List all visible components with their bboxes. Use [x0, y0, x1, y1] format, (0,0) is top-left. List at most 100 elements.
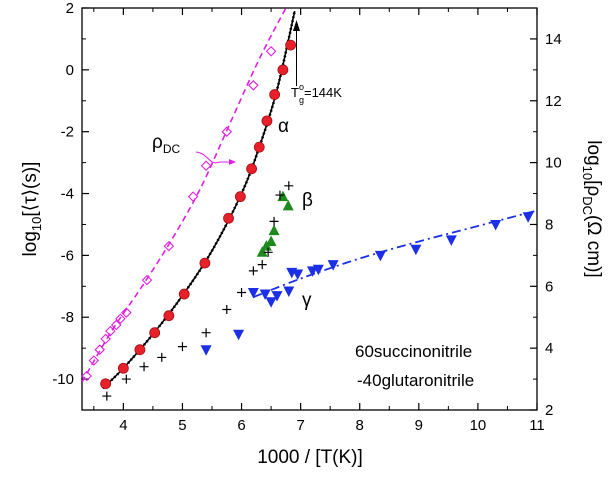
fit-curve-solid [102, 10, 296, 389]
rho-dc-pointer-head [229, 159, 236, 165]
tg-label: To g=144K [291, 82, 342, 105]
rho-dc-label: ρDC [152, 132, 180, 156]
alpha-point [163, 310, 175, 322]
rho-dc-point [94, 344, 106, 355]
plus-point [121, 374, 131, 384]
alpha-point [285, 39, 296, 51]
gamma-point [200, 345, 212, 356]
alpha-point [253, 141, 265, 153]
x-tick-label: 10 [470, 417, 487, 434]
plot-frame [81, 7, 538, 411]
rho-dc-point [221, 126, 233, 137]
tg-arrow-head [293, 20, 300, 31]
gamma-point [374, 250, 386, 262]
x-tick-label: 9 [415, 417, 423, 434]
plus-point [222, 305, 232, 314]
gamma-point [283, 286, 295, 297]
y-right-tick-label: 14 [545, 31, 562, 48]
axis-ticks [82, 7, 538, 411]
rho-dc-pointer-arrow [195, 151, 231, 164]
rho-dc-point [110, 319, 122, 331]
y-right-tick-label: 8 [545, 216, 553, 233]
rho-dc-point [115, 313, 126, 325]
rho-dc-point [105, 325, 116, 337]
beta-point [268, 224, 280, 236]
plus-point [284, 181, 294, 191]
y-left-tick-label: -10 [52, 371, 74, 388]
beta-point [265, 235, 277, 246]
plus-point [269, 216, 279, 226]
rho-dc-point [81, 370, 93, 382]
rho-dc-point [121, 307, 132, 318]
x-tick-label: 6 [237, 417, 245, 434]
beta-point [256, 246, 268, 257]
y-right-tick-label: 4 [545, 340, 553, 357]
alpha-point [269, 89, 281, 100]
fit-curve-dashdot [253, 209, 537, 298]
alpha-point [117, 362, 129, 374]
tick-labels: 4 5 6 7 8 9 10 11 -10 -8 -6 -4 -2 0 2 2 4 6 8 10 12 14 [52, 0, 561, 434]
annotations: To g=144K α β γ ρDC 60succinonitrile -40g… [152, 20, 474, 390]
y-left-tick-label: -8 [61, 309, 74, 326]
alpha-point [223, 212, 234, 224]
gamma-point [410, 244, 422, 256]
alpha-point [149, 327, 161, 339]
plus-point [263, 247, 273, 257]
plus-point [201, 328, 211, 338]
alpha-point [234, 191, 246, 203]
beta-label: β [302, 190, 313, 211]
sample-label-line1: 60succinonitrile [355, 342, 472, 361]
gamma-point [327, 260, 339, 271]
rho-dc-point [163, 240, 175, 252]
y-right-tick-label: 6 [545, 278, 553, 295]
rho-dc-point [88, 355, 100, 366]
fit-curve-dashed [82, 8, 287, 383]
y-left-tick-label: -4 [61, 186, 74, 203]
plus-point [102, 391, 112, 401]
alpha-point [100, 378, 112, 390]
fit-curves [82, 8, 537, 390]
gamma-point [247, 287, 259, 299]
gamma-point [233, 329, 245, 341]
plus-point [139, 362, 149, 372]
gamma-point [292, 269, 304, 280]
gamma-point [312, 264, 324, 276]
rho-dc-point [200, 160, 212, 171]
alpha-point [199, 257, 211, 269]
alpha-point [261, 115, 273, 127]
rho-dc-point [141, 274, 153, 286]
y-right-tick-label: 12 [545, 93, 562, 110]
gamma-point [490, 219, 502, 231]
rho-dc-point [248, 80, 259, 91]
rho-dc-point [265, 46, 277, 57]
plus-point [177, 342, 187, 352]
alpha-point [178, 288, 190, 300]
y-right-tick-label: 2 [545, 402, 553, 419]
y-axis-left-title: log10[⟨τ⟩(s)] [20, 162, 44, 257]
alpha-point [277, 64, 289, 76]
gamma-point [265, 297, 277, 308]
y-left-tick-label: -2 [61, 124, 74, 141]
y-right-tick-label: 10 [545, 155, 562, 172]
x-tick-label: 5 [178, 417, 186, 434]
plus-point [275, 190, 285, 200]
rho-dc-point [100, 333, 111, 345]
plus-point [257, 260, 267, 270]
plus-point [248, 266, 258, 276]
x-tick-label: 4 [119, 417, 127, 434]
gamma-point [522, 212, 534, 223]
x-tick-label: 8 [356, 417, 364, 434]
y-left-tick-label: 0 [66, 62, 74, 79]
fit-curve-dotted [101, 10, 296, 390]
beta-point [282, 199, 294, 211]
y-left-tick-label: -6 [61, 247, 74, 264]
rho-dc-point [187, 191, 199, 202]
alpha-point [246, 163, 257, 175]
y-left-sub: 10 [29, 217, 44, 231]
x-tick-label: 11 [529, 417, 545, 434]
plus-point [237, 287, 247, 297]
alpha-point [134, 344, 146, 356]
data-points [81, 39, 534, 401]
gamma-label: γ [302, 290, 312, 311]
